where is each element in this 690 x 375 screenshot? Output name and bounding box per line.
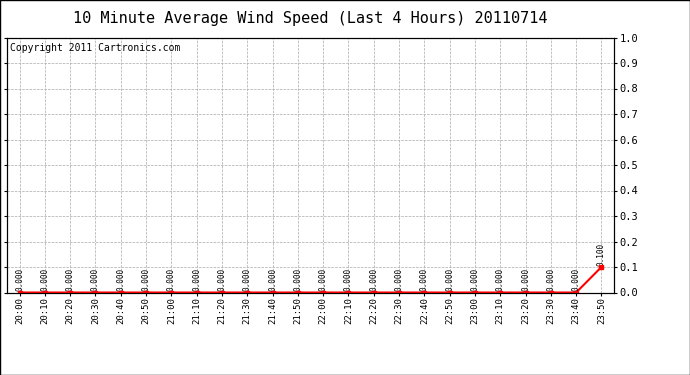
Text: 0.000: 0.000 bbox=[66, 268, 75, 291]
Text: 0.000: 0.000 bbox=[344, 268, 353, 291]
Text: 0.000: 0.000 bbox=[217, 268, 226, 291]
Text: 0.000: 0.000 bbox=[116, 268, 126, 291]
Text: 0.000: 0.000 bbox=[293, 268, 302, 291]
Text: 0.000: 0.000 bbox=[445, 268, 454, 291]
Text: 0.000: 0.000 bbox=[15, 268, 24, 291]
Text: 0.000: 0.000 bbox=[369, 268, 378, 291]
Text: 0.000: 0.000 bbox=[420, 268, 429, 291]
Text: 0.100: 0.100 bbox=[597, 243, 606, 266]
Text: 0.000: 0.000 bbox=[91, 268, 100, 291]
Text: 0.000: 0.000 bbox=[243, 268, 252, 291]
Text: 0.000: 0.000 bbox=[495, 268, 505, 291]
Text: 10 Minute Average Wind Speed (Last 4 Hours) 20110714: 10 Minute Average Wind Speed (Last 4 Hou… bbox=[73, 11, 548, 26]
Text: 0.000: 0.000 bbox=[268, 268, 277, 291]
Text: 0.000: 0.000 bbox=[319, 268, 328, 291]
Text: 0.000: 0.000 bbox=[141, 268, 150, 291]
Text: 0.000: 0.000 bbox=[571, 268, 581, 291]
Text: 0.000: 0.000 bbox=[471, 268, 480, 291]
Text: 0.000: 0.000 bbox=[395, 268, 404, 291]
Text: 0.000: 0.000 bbox=[40, 268, 50, 291]
Text: Copyright 2011 Cartronics.com: Copyright 2011 Cartronics.com bbox=[10, 43, 180, 52]
Text: 0.000: 0.000 bbox=[167, 268, 176, 291]
Text: 0.000: 0.000 bbox=[192, 268, 201, 291]
Text: 0.000: 0.000 bbox=[546, 268, 555, 291]
Text: 0.000: 0.000 bbox=[521, 268, 530, 291]
